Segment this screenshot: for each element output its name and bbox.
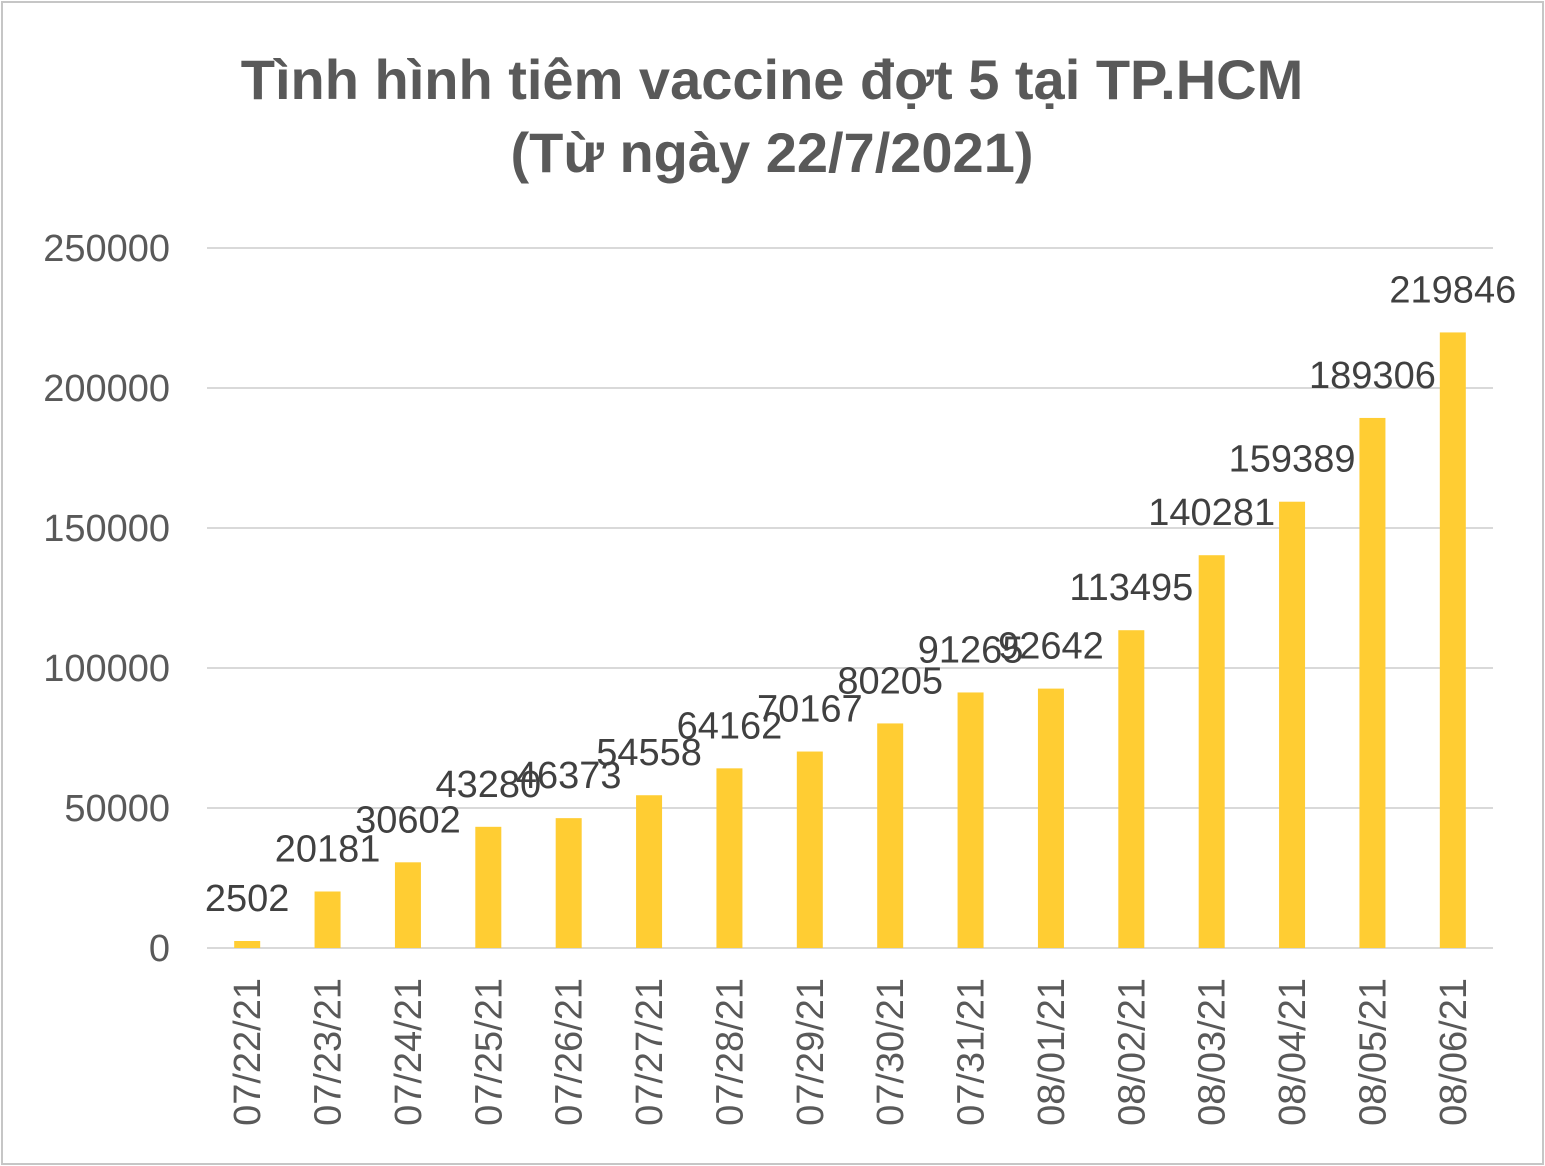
x-tick-label: 08/06/21 [1433, 978, 1475, 1126]
x-tick-label: 07/22/21 [227, 978, 269, 1126]
x-tick-label: 08/01/21 [1031, 978, 1073, 1126]
bar [796, 751, 823, 948]
y-tick-label: 100000 [43, 648, 170, 690]
data-label: 80205 [837, 660, 943, 702]
chart-subtitle: (Từ ngày 22/7/2021) [510, 121, 1033, 184]
bar [1279, 501, 1306, 948]
data-label: 20181 [275, 828, 381, 870]
gridlines [207, 247, 1493, 949]
x-tick-label: 07/24/21 [388, 978, 430, 1126]
data-label: 113495 [1069, 567, 1193, 609]
x-tick-label: 07/29/21 [790, 978, 832, 1126]
data-label: 30602 [355, 799, 461, 841]
x-tick-label: 08/03/21 [1192, 978, 1234, 1126]
x-tick-label: 07/27/21 [629, 978, 671, 1126]
data-label: 140281 [1148, 492, 1275, 534]
bar [1118, 630, 1145, 948]
bar [1198, 555, 1225, 948]
x-tick-label: 08/04/21 [1272, 978, 1314, 1126]
data-label: 46373 [516, 755, 622, 797]
y-tick-label: 150000 [43, 508, 170, 550]
data-label: 92642 [998, 626, 1104, 668]
x-tick-label: 08/02/21 [1111, 978, 1153, 1126]
x-tick-label: 07/30/21 [870, 978, 912, 1126]
data-labels: 2502 201813060243280463735455864162701678… [205, 269, 1516, 920]
data-label: 219846 [1389, 269, 1516, 311]
bar [1439, 332, 1466, 948]
bar [475, 826, 502, 948]
data-label: 64162 [677, 705, 783, 747]
y-tick-label: 0 [149, 928, 170, 970]
bars [234, 332, 1466, 948]
data-label: 43280 [435, 764, 541, 806]
bar [234, 940, 261, 948]
bar [555, 818, 582, 948]
bar [314, 891, 341, 948]
bar [957, 692, 984, 948]
x-tick-label: 07/31/21 [951, 978, 993, 1126]
y-tick-label: 50000 [64, 788, 170, 830]
bar [1359, 417, 1386, 948]
data-label: 189306 [1309, 355, 1436, 397]
bar [716, 768, 743, 948]
data-label: 54558 [596, 732, 702, 774]
bar [394, 862, 421, 948]
chart-title: Tình hình tiêm vaccine đợt 5 tại TP.HCM [241, 48, 1304, 111]
data-label: 2502 [205, 878, 290, 920]
x-tick-label: 07/26/21 [549, 978, 591, 1126]
bar [1037, 688, 1064, 948]
y-axis-tick-labels: 0 50000 100000 150000 200000 250000 [43, 228, 170, 970]
x-tick-label: 07/28/21 [709, 978, 751, 1126]
y-tick-label: 200000 [43, 368, 170, 410]
bar [877, 723, 904, 948]
x-axis-tick-labels: 07/22/21 07/23/21 07/24/21 07/25/21 07/26/21… [227, 978, 1475, 1126]
x-tick-label: 08/05/21 [1352, 978, 1394, 1126]
x-tick-label: 07/23/21 [308, 978, 350, 1126]
x-tick-label: 07/25/21 [468, 978, 510, 1126]
data-label: 70167 [757, 689, 863, 731]
bar [636, 795, 663, 948]
y-tick-label: 250000 [43, 228, 170, 270]
data-label: 91265 [918, 629, 1024, 671]
data-label: 159389 [1229, 439, 1356, 481]
